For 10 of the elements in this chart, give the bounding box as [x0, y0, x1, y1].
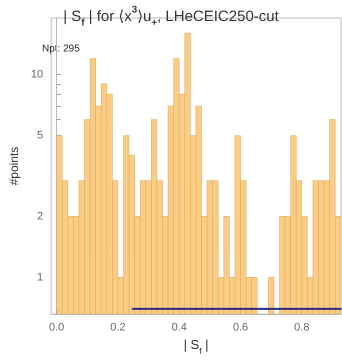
y-tick-label: 10 [30, 68, 44, 81]
y-tick-label: 2 [37, 210, 44, 222]
x-tick-label: 0.6 [232, 322, 248, 334]
x-tick-label: 0.8 [294, 322, 310, 334]
y-tick-label: 5 [37, 130, 44, 142]
x-tick-label: 0.2 [110, 322, 126, 334]
x-tick-label: 0.4 [172, 322, 187, 334]
y-tick-label: 1 [37, 271, 44, 284]
y-axis-title: #points [7, 146, 21, 186]
x-tick-label: 0.0 [49, 322, 64, 334]
